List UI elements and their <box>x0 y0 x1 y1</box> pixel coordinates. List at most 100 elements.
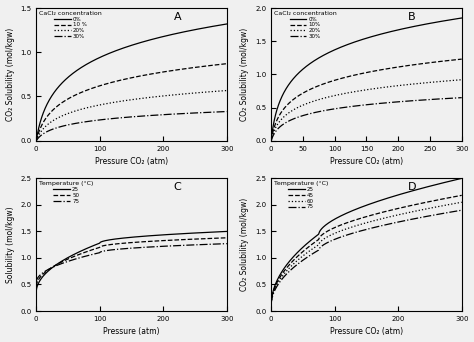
25 <box>459 176 465 181</box>
25 <box>268 301 274 305</box>
45 <box>268 301 274 305</box>
0% <box>67 74 73 78</box>
20% <box>34 139 39 143</box>
10 % <box>161 70 166 74</box>
Line: 45: 45 <box>271 195 462 303</box>
25 <box>161 233 166 237</box>
Line: 20%: 20% <box>271 80 462 141</box>
20% <box>161 94 166 98</box>
Line: 30%: 30% <box>271 98 462 141</box>
Line: 10 %: 10 % <box>36 64 227 141</box>
30% <box>268 139 274 143</box>
10% <box>459 57 465 61</box>
20% <box>396 83 401 88</box>
50 <box>34 284 39 288</box>
10% <box>302 90 308 94</box>
60 <box>302 252 308 256</box>
Line: 10%: 10% <box>271 59 462 140</box>
30% <box>119 116 125 120</box>
50 <box>82 250 88 254</box>
30% <box>459 96 465 100</box>
Y-axis label: CO₂ Solubility (mol/kgw): CO₂ Solubility (mol/kgw) <box>240 198 249 291</box>
10% <box>355 73 360 77</box>
60 <box>412 209 418 213</box>
30% <box>302 113 308 117</box>
75 <box>161 244 166 248</box>
45 <box>317 235 323 239</box>
20% <box>381 86 386 90</box>
25 <box>82 247 88 251</box>
0% <box>119 46 125 50</box>
30% <box>355 104 360 108</box>
Legend: 0%, 10 %, 20%, 30%: 0%, 10 %, 20%, 30% <box>38 10 103 40</box>
0% <box>82 63 88 67</box>
50 <box>161 238 166 242</box>
20% <box>355 89 360 93</box>
20% <box>317 97 323 101</box>
25 <box>224 229 229 234</box>
75 <box>67 259 73 263</box>
0% <box>381 31 386 36</box>
60 <box>381 216 386 220</box>
20% <box>268 139 274 143</box>
25 <box>355 207 360 211</box>
Line: 60: 60 <box>271 202 462 303</box>
Line: 50: 50 <box>36 238 227 286</box>
Text: B: B <box>408 12 416 22</box>
75 <box>396 220 401 224</box>
60 <box>268 301 274 305</box>
0% <box>161 35 166 39</box>
Line: 25: 25 <box>271 179 462 303</box>
45 <box>355 217 360 221</box>
25 <box>396 193 401 197</box>
50 <box>67 256 73 260</box>
60 <box>317 240 323 244</box>
45 <box>412 203 418 207</box>
75 <box>317 246 323 250</box>
50 <box>146 239 151 244</box>
60 <box>396 213 401 217</box>
10 % <box>67 96 73 100</box>
25 <box>67 254 73 259</box>
0% <box>224 22 229 26</box>
30% <box>381 101 386 105</box>
0% <box>177 31 182 35</box>
75 <box>119 247 125 251</box>
30% <box>146 114 151 118</box>
20% <box>224 89 229 93</box>
10 % <box>34 139 39 143</box>
0% <box>317 55 323 59</box>
X-axis label: Pressure CO₂ (atm): Pressure CO₂ (atm) <box>95 157 168 166</box>
0% <box>34 138 39 142</box>
20% <box>177 92 182 96</box>
30% <box>67 122 73 127</box>
75 <box>381 223 386 227</box>
0% <box>268 138 274 142</box>
Line: 75: 75 <box>36 244 227 281</box>
30% <box>34 139 39 143</box>
75 <box>224 241 229 246</box>
30% <box>396 100 401 104</box>
Line: 0%: 0% <box>36 24 227 140</box>
20% <box>82 106 88 110</box>
25 <box>34 289 39 293</box>
50 <box>224 236 229 240</box>
25 <box>317 228 323 233</box>
75 <box>177 244 182 248</box>
Legend: 25, 45, 60, 75: 25, 45, 60, 75 <box>273 180 329 211</box>
30% <box>317 109 323 114</box>
0% <box>146 38 151 42</box>
Text: A: A <box>173 12 181 22</box>
0% <box>459 16 465 20</box>
60 <box>459 200 465 204</box>
10 % <box>146 73 151 77</box>
Legend: 0%, 10%, 20%, 30%: 0%, 10%, 20%, 30% <box>273 10 338 40</box>
45 <box>396 206 401 210</box>
75 <box>82 254 88 258</box>
0% <box>355 39 360 43</box>
Text: C: C <box>173 182 181 192</box>
0% <box>396 28 401 32</box>
25 <box>146 234 151 238</box>
Line: 25: 25 <box>36 232 227 291</box>
25 <box>412 188 418 192</box>
